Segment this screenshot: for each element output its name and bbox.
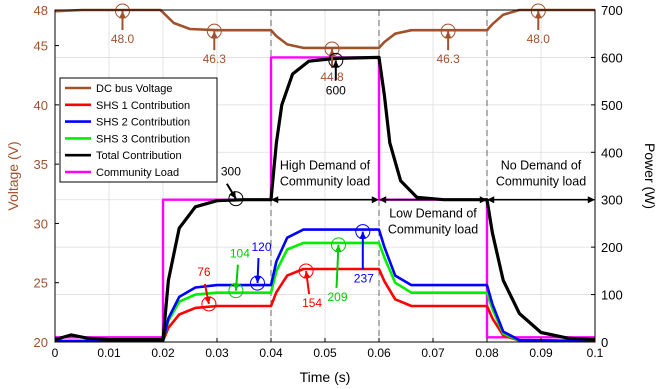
annotation-arrowhead xyxy=(232,283,240,291)
annotation-arrowhead xyxy=(119,11,126,19)
annotation-label: 154 xyxy=(302,296,322,310)
y-left-tick-label: 20 xyxy=(34,335,48,350)
annotation-arrowhead xyxy=(210,31,218,39)
annotation-arrowhead xyxy=(444,31,452,39)
annotation-label: 48.0 xyxy=(527,32,551,46)
annotation-arrowhead xyxy=(229,190,236,199)
annotation-arrowhead xyxy=(371,196,379,204)
y-right-tick-label: 700 xyxy=(601,3,623,18)
region-label: Low Demand of Community load xyxy=(388,207,478,237)
region-label: High Demand of Community load xyxy=(280,159,371,189)
y-right-tick-label: 500 xyxy=(601,98,623,113)
annotation-label: 600 xyxy=(326,83,346,97)
annotation-arrowhead xyxy=(303,270,311,279)
annotation-marker xyxy=(298,263,314,279)
annotation-marker xyxy=(250,275,265,291)
annotation-label: 120 xyxy=(251,240,271,254)
annotation-marker xyxy=(115,3,130,19)
x-tick-label: 0.09 xyxy=(529,346,553,360)
annotation-arrowhead xyxy=(487,196,495,204)
y-left-tick-label: 30 xyxy=(34,216,48,231)
annotation-marker xyxy=(331,237,346,253)
x-tick-label: 0 xyxy=(52,346,59,360)
x-tick-label: 0.05 xyxy=(313,346,337,360)
series-layer xyxy=(54,8,596,343)
x-tick-label: 0.06 xyxy=(367,346,391,360)
series-line-shs-1-contribution xyxy=(55,267,596,343)
x-tick-label: 0.03 xyxy=(205,346,229,360)
annotation-marker xyxy=(201,296,217,312)
annotation-label: 76 xyxy=(197,265,211,279)
y-right-tick-label: 200 xyxy=(601,240,623,255)
annotation-label: 44.8 xyxy=(320,70,344,84)
y-right-tick-label: 100 xyxy=(601,288,623,303)
axes: 0 0.01 0.02 0.03 0.04 0.05 0.06 0.07 0.08 0.09 0.1… xyxy=(5,3,657,385)
annotation-marker xyxy=(228,283,244,299)
series-line-shs-2-contribution xyxy=(55,228,596,343)
x-tick-label: 0.02 xyxy=(151,346,175,360)
series-line-shs-3-contribution xyxy=(55,241,596,343)
legend: DC bus Voltage SHS 1 Contribution SHS 2 Co… xyxy=(59,77,218,183)
annotation-label: 46.3 xyxy=(436,52,460,66)
annotation-arrowhead xyxy=(254,275,262,284)
annotation-label: 104 xyxy=(230,247,250,261)
y-right-tick-label: 600 xyxy=(601,50,623,65)
legend-box xyxy=(59,77,218,183)
annotation-marker xyxy=(355,224,371,240)
annotation-label: 46.3 xyxy=(203,52,227,66)
legend-entry: SHS 1 Contribution xyxy=(96,100,190,112)
x-tick-label: 0.04 xyxy=(259,346,283,360)
y-left-tick-label: 40 xyxy=(34,98,48,113)
y-left-tick-label: 25 xyxy=(34,276,48,291)
series-line-total-contribution xyxy=(54,55,596,342)
y-right-tick-label: 400 xyxy=(601,145,623,160)
y-left-tick-label: 45 xyxy=(34,39,48,54)
y-right-tick-label: 300 xyxy=(601,193,623,208)
legend-entry: Community Load xyxy=(96,167,179,179)
annotation-marker xyxy=(206,23,222,39)
y-right-axis-label: Power (W) xyxy=(642,143,657,209)
annotation-marker xyxy=(530,3,546,19)
annotation-label: 237 xyxy=(354,272,374,286)
legend-entry: SHS 2 Contribution xyxy=(96,117,190,129)
series-line-community-load xyxy=(55,56,595,339)
annotation-label: 300 xyxy=(221,165,241,179)
x-tick-label: 0.07 xyxy=(421,346,445,360)
annotation-arrowhead xyxy=(479,196,487,204)
annotations: 48.0 46.3 44.8 46.3 48.0 300 600 76 154 104 209 120… xyxy=(111,3,595,312)
y-left-axis-label: Voltage (V) xyxy=(5,141,21,210)
annotation-arrowhead xyxy=(334,244,342,253)
annotation-arrowhead xyxy=(379,196,387,204)
x-tick-label: 0.01 xyxy=(97,346,121,360)
annotation-arrowhead xyxy=(332,60,340,68)
annotation-marker xyxy=(228,191,244,207)
series-line-dc-bus-voltage xyxy=(54,8,595,50)
annotation-label: 209 xyxy=(327,290,347,304)
region-label: No Demand of Community load xyxy=(496,159,586,189)
annotation-arrowhead xyxy=(534,11,542,19)
y-left-tick-label: 35 xyxy=(34,157,48,172)
annotation-marker xyxy=(440,23,456,39)
annotation-arrowhead xyxy=(271,196,279,204)
annotation-label: 48.0 xyxy=(111,32,135,46)
legend-entry: Total Contribution xyxy=(96,150,182,162)
x-axis-label: Time (s) xyxy=(300,369,351,385)
x-tick-label: 0.08 xyxy=(475,346,499,360)
annotation-arrowhead xyxy=(328,48,336,57)
annotation-marker xyxy=(324,41,340,57)
legend-entry: DC bus Voltage xyxy=(96,83,172,95)
x-tick-label: 0.1 xyxy=(587,346,604,360)
y-left-tick-label: 48 xyxy=(34,3,48,18)
annotation-arrowhead xyxy=(359,231,367,239)
legend-entry: SHS 3 Contribution xyxy=(96,133,190,145)
y-right-tick-label: 0 xyxy=(601,335,608,350)
annotation-marker xyxy=(328,52,344,68)
